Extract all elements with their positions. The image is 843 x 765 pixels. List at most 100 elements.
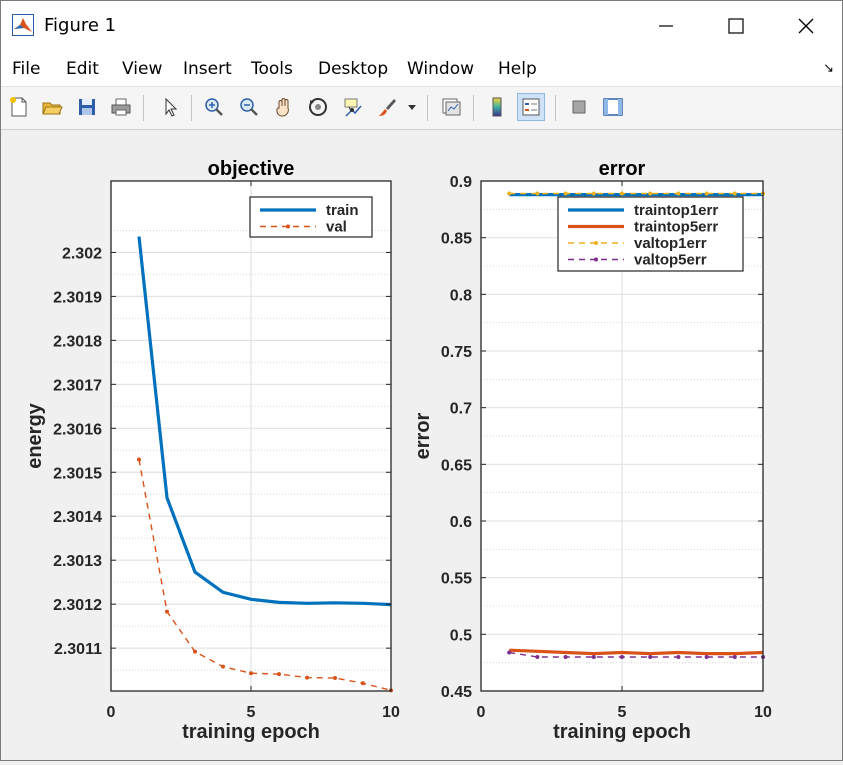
data-point-valtop5err xyxy=(676,655,681,659)
legend-marker-valtop1err xyxy=(594,241,598,245)
y-tick-label: 0.65 xyxy=(441,457,472,474)
data-point-valtop1err xyxy=(620,191,624,196)
y-tick-label: 0.45 xyxy=(441,684,472,701)
brush-icon xyxy=(379,99,396,116)
menu-edit[interactable]: Edit xyxy=(66,59,99,79)
y-axis-label: error xyxy=(412,412,434,459)
new-figure-button[interactable] xyxy=(5,93,33,121)
y-axis-label: energy xyxy=(24,402,46,468)
maximize-icon xyxy=(728,18,744,34)
minimize-button[interactable] xyxy=(635,1,697,51)
insert-legend-button[interactable] xyxy=(517,93,545,121)
y-tick-label: 0.6 xyxy=(450,514,472,531)
data-point-val xyxy=(193,649,197,654)
menu-bar: File Edit View Insert Tools Desktop Wind… xyxy=(1,51,842,87)
chevron-down-icon xyxy=(408,105,416,110)
select-pointer-button[interactable] xyxy=(156,93,184,121)
rotate-3d-button[interactable] xyxy=(304,93,332,121)
save-button[interactable] xyxy=(73,93,101,121)
figure-toolbar xyxy=(1,87,842,130)
legend-label-val: val xyxy=(326,219,347,236)
pan-button[interactable] xyxy=(270,93,298,121)
menu-help[interactable]: Help xyxy=(498,59,537,79)
hide-plot-tools-icon xyxy=(572,100,586,114)
open-file-button[interactable] xyxy=(38,93,66,121)
minimize-icon xyxy=(659,25,673,27)
axes-1: 0.45 0.5 0.55 0.6 0.65 0.7 0.75 0.8 0.85 0.9 0 5 10 e… xyxy=(412,158,772,743)
y-tick-label: 2.3017 xyxy=(53,377,102,394)
y-tick-label: 0.75 xyxy=(441,344,472,361)
y-tick-label: 2.3016 xyxy=(53,421,102,438)
data-point-valtop5err xyxy=(535,655,540,659)
x-tick-label: 0 xyxy=(477,704,486,721)
data-point-val xyxy=(361,681,365,686)
data-point-valtop5err xyxy=(732,655,737,659)
data-point-val xyxy=(249,671,253,676)
menu-file[interactable]: File xyxy=(12,59,41,79)
data-point-valtop1err xyxy=(676,191,681,196)
legend-label-traintop1err: traintop1err xyxy=(634,202,718,219)
dock-arrow-icon[interactable]: ↘ xyxy=(823,60,834,75)
menu-window[interactable]: Window xyxy=(407,59,475,79)
legend: traintop1errtraintop5errvaltop1errvaltop… xyxy=(557,196,744,272)
toolbar-separator xyxy=(427,95,428,121)
zoom-in-button[interactable] xyxy=(200,93,228,121)
save-icon xyxy=(79,99,95,115)
x-tick-label: 5 xyxy=(618,704,627,721)
data-point-valtop1err xyxy=(535,191,540,196)
data-point-valtop5err xyxy=(648,655,653,659)
hide-plot-tools-button[interactable] xyxy=(565,93,593,121)
brush-button[interactable] xyxy=(373,93,401,121)
new-file-icon xyxy=(10,97,27,117)
show-plot-tools-icon xyxy=(603,98,623,116)
insert-colorbar-button[interactable] xyxy=(483,93,511,121)
toolbar-separator xyxy=(143,95,144,121)
menu-insert[interactable]: Insert xyxy=(183,59,232,79)
menu-desktop[interactable]: Desktop xyxy=(318,59,389,79)
colorbar-icon xyxy=(492,97,502,117)
maximize-button[interactable] xyxy=(705,1,767,51)
series-line-val xyxy=(138,459,392,691)
y-tick-label: 2.3019 xyxy=(53,289,102,306)
pan-hand-icon xyxy=(276,98,289,117)
print-button[interactable] xyxy=(107,93,135,121)
zoom-out-button[interactable] xyxy=(235,93,263,121)
y-tick-label: 2.3012 xyxy=(53,597,102,614)
figure-plot-area: 2.3011 2.3012 2.3013 2.3014 2.3015 2.3016 2.30… xyxy=(24,158,772,743)
data-point-val xyxy=(137,457,141,462)
figure-canvas: 2.3011 2.3012 2.3013 2.3014 2.3015 2.3016 2.30… xyxy=(1,130,842,760)
menu-tools[interactable]: Tools xyxy=(251,59,293,79)
y-tick-label: 0.7 xyxy=(450,401,472,418)
legend-marker-valtop5err xyxy=(594,257,598,262)
link-plot-button[interactable] xyxy=(437,93,465,121)
data-point-valtop1err xyxy=(507,191,512,196)
y-tick-label: 0.5 xyxy=(450,627,472,644)
chart-title: error xyxy=(599,158,646,180)
y-tick-label: 0.9 xyxy=(450,174,472,191)
close-icon xyxy=(798,18,814,34)
legend-label-valtop1err: valtop1err xyxy=(634,235,707,252)
y-tick-label: 2.3015 xyxy=(53,465,102,482)
menu-view[interactable]: View xyxy=(122,59,163,79)
x-tick-label: 10 xyxy=(382,704,400,721)
data-point-valtop1err xyxy=(704,191,709,196)
data-point-valtop5err xyxy=(704,655,709,659)
title-bar[interactable]: Figure 1 xyxy=(1,1,842,51)
data-point-valtop1err xyxy=(648,191,653,196)
y-tick-label: 0.55 xyxy=(441,571,472,588)
x-tick-label: 10 xyxy=(754,704,772,721)
close-button[interactable] xyxy=(775,1,837,51)
zoom-out-icon xyxy=(240,98,258,116)
legend-box xyxy=(249,196,373,238)
x-tick-label: 5 xyxy=(247,704,256,721)
data-point-val xyxy=(165,609,169,614)
show-plot-tools-button[interactable] xyxy=(599,93,627,121)
brush-dropdown-button[interactable] xyxy=(403,93,421,121)
data-point-val xyxy=(333,676,337,681)
data-point-valtop5err xyxy=(591,655,596,659)
toolbar-separator xyxy=(555,95,556,121)
data-cursor-button[interactable] xyxy=(339,93,367,121)
rotate-3d-icon xyxy=(309,98,327,116)
y-tick-label: 2.3018 xyxy=(53,333,102,350)
